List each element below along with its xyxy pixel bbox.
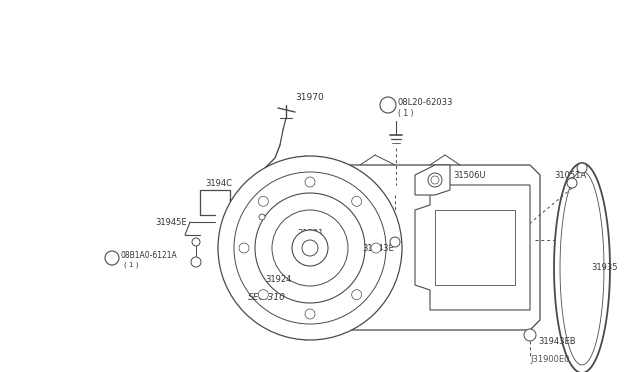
- Circle shape: [218, 156, 402, 340]
- Circle shape: [380, 97, 396, 113]
- Text: ( 1 ): ( 1 ): [124, 262, 138, 268]
- Circle shape: [259, 196, 268, 206]
- Text: 13: 13: [384, 102, 393, 108]
- Text: J31900E0: J31900E0: [530, 356, 570, 365]
- Circle shape: [371, 243, 381, 253]
- Circle shape: [302, 240, 318, 256]
- Text: 08B1A0-6121A: 08B1A0-6121A: [120, 250, 177, 260]
- Text: 31945E: 31945E: [155, 218, 187, 227]
- Text: 31506U: 31506U: [453, 170, 486, 180]
- Text: 31943E: 31943E: [362, 244, 394, 253]
- Polygon shape: [415, 165, 450, 195]
- Circle shape: [259, 290, 268, 300]
- Circle shape: [305, 177, 315, 187]
- Text: 31943EB: 31943EB: [538, 337, 575, 346]
- Circle shape: [431, 176, 439, 184]
- Circle shape: [259, 214, 265, 220]
- Polygon shape: [415, 185, 530, 310]
- Text: 31921: 31921: [297, 228, 323, 237]
- FancyBboxPatch shape: [435, 210, 515, 285]
- Circle shape: [567, 178, 577, 188]
- Circle shape: [524, 329, 536, 341]
- Circle shape: [192, 238, 200, 246]
- Text: SEC.310: SEC.310: [248, 294, 286, 302]
- Circle shape: [305, 309, 315, 319]
- Text: B: B: [108, 255, 113, 261]
- Circle shape: [191, 257, 201, 267]
- Circle shape: [239, 243, 249, 253]
- Text: 31924: 31924: [265, 276, 291, 285]
- Circle shape: [577, 163, 587, 173]
- Circle shape: [234, 172, 386, 324]
- Circle shape: [390, 237, 400, 247]
- Circle shape: [351, 196, 362, 206]
- Text: ( 1 ): ( 1 ): [398, 109, 413, 118]
- Circle shape: [292, 230, 328, 266]
- Text: 31935: 31935: [591, 263, 618, 273]
- Circle shape: [105, 251, 119, 265]
- Text: 08L20-62033: 08L20-62033: [398, 97, 453, 106]
- Circle shape: [428, 173, 442, 187]
- Text: 31970: 31970: [295, 93, 324, 102]
- Circle shape: [255, 193, 365, 303]
- Text: 3194C: 3194C: [205, 179, 232, 187]
- Circle shape: [351, 290, 362, 300]
- Text: 31051A: 31051A: [554, 170, 586, 180]
- Circle shape: [272, 210, 348, 286]
- Polygon shape: [325, 165, 540, 330]
